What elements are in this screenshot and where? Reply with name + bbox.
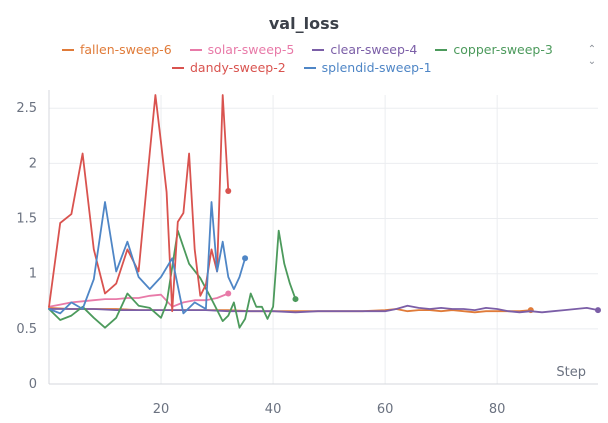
y-tick-label: 2 [29, 156, 37, 171]
legend-label: fallen-sweep-6 [80, 42, 172, 57]
legend-item-clear-sweep-4[interactable]: clear-sweep-4 [312, 42, 417, 57]
legend-row: fallen-sweep-6 solar-sweep-5 clear-sweep-4… [62, 42, 553, 57]
legend-item-solar-sweep-5[interactable]: solar-sweep-5 [189, 42, 295, 57]
series-layer [48, 94, 601, 329]
series-line [48, 229, 297, 329]
legend-item-dandy-sweep-2[interactable]: dandy-sweep-2 [172, 60, 286, 75]
legend-row: dandy-sweep-2 splendid-sweep-1 [172, 60, 432, 75]
series-end-point [595, 307, 601, 314]
x-axis-label: Step [556, 365, 586, 380]
legend-swatch [172, 66, 184, 69]
y-tick-label: 0.5 [16, 322, 37, 337]
series-copper-sweep-3 [48, 229, 299, 329]
legend-label: copper-sweep-3 [453, 42, 553, 57]
series-end-point [242, 255, 249, 262]
x-tick-label: 60 [377, 402, 394, 417]
series-splendid-sweep-1 [48, 201, 249, 315]
chart-title: val_loss [268, 14, 340, 33]
series-line [48, 304, 599, 314]
legend-label: clear-sweep-4 [330, 42, 418, 57]
series-clear-sweep-4 [48, 304, 601, 314]
y-tick-label: 2.5 [16, 101, 37, 116]
legend-item-splendid-sweep-1[interactable]: splendid-sweep-1 [303, 60, 432, 75]
legend-label: solar-sweep-5 [207, 42, 295, 57]
grid [49, 95, 598, 384]
series-end-point [225, 290, 232, 297]
x-tick-label: 80 [489, 402, 506, 417]
legend-label: dandy-sweep-2 [190, 60, 286, 75]
chevron-up-icon[interactable]: ⌃ [587, 44, 597, 55]
axes: 0 0.5 1 1.5 2 2.5 20 40 60 80 [16, 90, 598, 417]
series-line [48, 201, 247, 315]
legend-label: splendid-sweep-1 [321, 60, 432, 75]
legend-swatch [435, 48, 448, 51]
y-tick-label: 1 [29, 267, 37, 282]
chevron-down-icon[interactable]: ⌄ [587, 56, 597, 67]
legend-swatch [189, 48, 202, 51]
legend-swatch [62, 48, 74, 51]
series-solar-sweep-5 [48, 290, 232, 308]
legend-scroll-control[interactable]: ⌃ ⌄ [586, 44, 598, 68]
x-tick-label: 40 [265, 402, 282, 417]
legend-swatch [312, 48, 325, 51]
series-line [48, 292, 230, 308]
series-end-point [225, 187, 232, 194]
y-tick-label: 1.5 [16, 212, 37, 227]
y-tick-label: 0 [29, 377, 37, 392]
x-tick-label: 20 [153, 402, 170, 417]
legend-swatch [303, 66, 316, 69]
legend-item-fallen-sweep-6[interactable]: fallen-sweep-6 [62, 42, 172, 57]
legend-item-copper-sweep-3[interactable]: copper-sweep-3 [435, 42, 553, 57]
series-end-point [292, 296, 299, 303]
